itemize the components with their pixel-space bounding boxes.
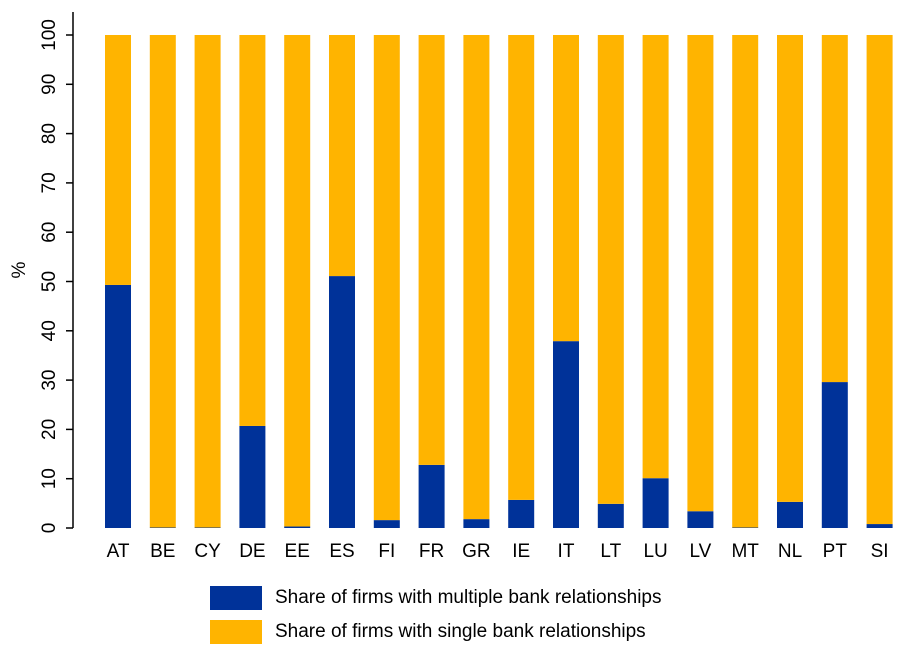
bar-segment [463, 519, 489, 528]
x-tick-label: GR [462, 541, 491, 562]
bar-segment [687, 35, 713, 511]
bar-segment [329, 35, 355, 276]
x-tick-label: SI [871, 541, 889, 562]
legend-label: Share of firms with multiple bank relati… [275, 587, 662, 608]
y-tick-label: 20 [39, 419, 60, 440]
bar-segment [732, 35, 758, 528]
bar-segment [374, 35, 400, 520]
y-tick-label: 30 [39, 370, 60, 391]
y-axis-label: % [9, 261, 30, 278]
bar-segment [419, 35, 445, 465]
x-tick-label: IE [512, 541, 530, 562]
bar-segment [105, 285, 131, 528]
x-tick-label: AT [107, 541, 130, 562]
y-tick-label: 40 [39, 320, 60, 341]
y-tick-label: 0 [39, 523, 60, 534]
x-tick-label: DE [239, 541, 265, 562]
bar-segment [553, 341, 579, 528]
y-tick-label: 10 [39, 468, 60, 489]
legend-swatch [210, 586, 262, 610]
bar-segment [150, 35, 176, 528]
x-tick-label: PT [823, 541, 848, 562]
bar-segment [508, 35, 534, 500]
bar-segment [822, 35, 848, 382]
x-tick-label: IT [558, 541, 575, 562]
x-tick-label: NL [778, 541, 802, 562]
bar-segment [867, 35, 893, 524]
bar-segment [643, 478, 669, 528]
bar-segment [598, 504, 624, 528]
bar-segment [822, 382, 848, 528]
bar-segment [463, 35, 489, 519]
legend-swatch [210, 620, 262, 644]
bar-segment [643, 35, 669, 478]
x-tick-label: LV [689, 541, 711, 562]
bar-segment [105, 35, 131, 285]
bar-segment [553, 35, 579, 341]
x-tick-label: ES [329, 541, 354, 562]
y-tick-label: 70 [39, 172, 60, 193]
x-tick-label: LT [600, 541, 621, 562]
y-tick-label: 80 [39, 123, 60, 144]
y-tick-label: 90 [39, 74, 60, 95]
bar-segment [284, 35, 310, 527]
bar-segment [374, 520, 400, 528]
x-tick-label: FR [419, 541, 444, 562]
y-tick-label: 100 [39, 19, 60, 51]
x-tick-label: EE [285, 541, 310, 562]
bar-segment [419, 465, 445, 528]
y-tick-label: 50 [39, 271, 60, 292]
bar-segment [598, 35, 624, 504]
legend-label: Share of firms with single bank relation… [275, 621, 646, 642]
bar-segment [777, 35, 803, 502]
bar-segment [687, 511, 713, 528]
bar-segment [284, 527, 310, 528]
bar-segment [195, 35, 221, 528]
y-tick-label: 60 [39, 222, 60, 243]
x-tick-label: CY [194, 541, 221, 562]
bar-segment [239, 426, 265, 528]
bar-segment [239, 35, 265, 426]
bar-segment [329, 276, 355, 528]
bar-segment [867, 524, 893, 528]
x-tick-label: LU [643, 541, 667, 562]
bar-segment [777, 502, 803, 528]
x-tick-label: BE [150, 541, 175, 562]
x-tick-label: FI [378, 541, 395, 562]
bar-segment [508, 500, 534, 528]
x-tick-label: MT [731, 541, 759, 562]
